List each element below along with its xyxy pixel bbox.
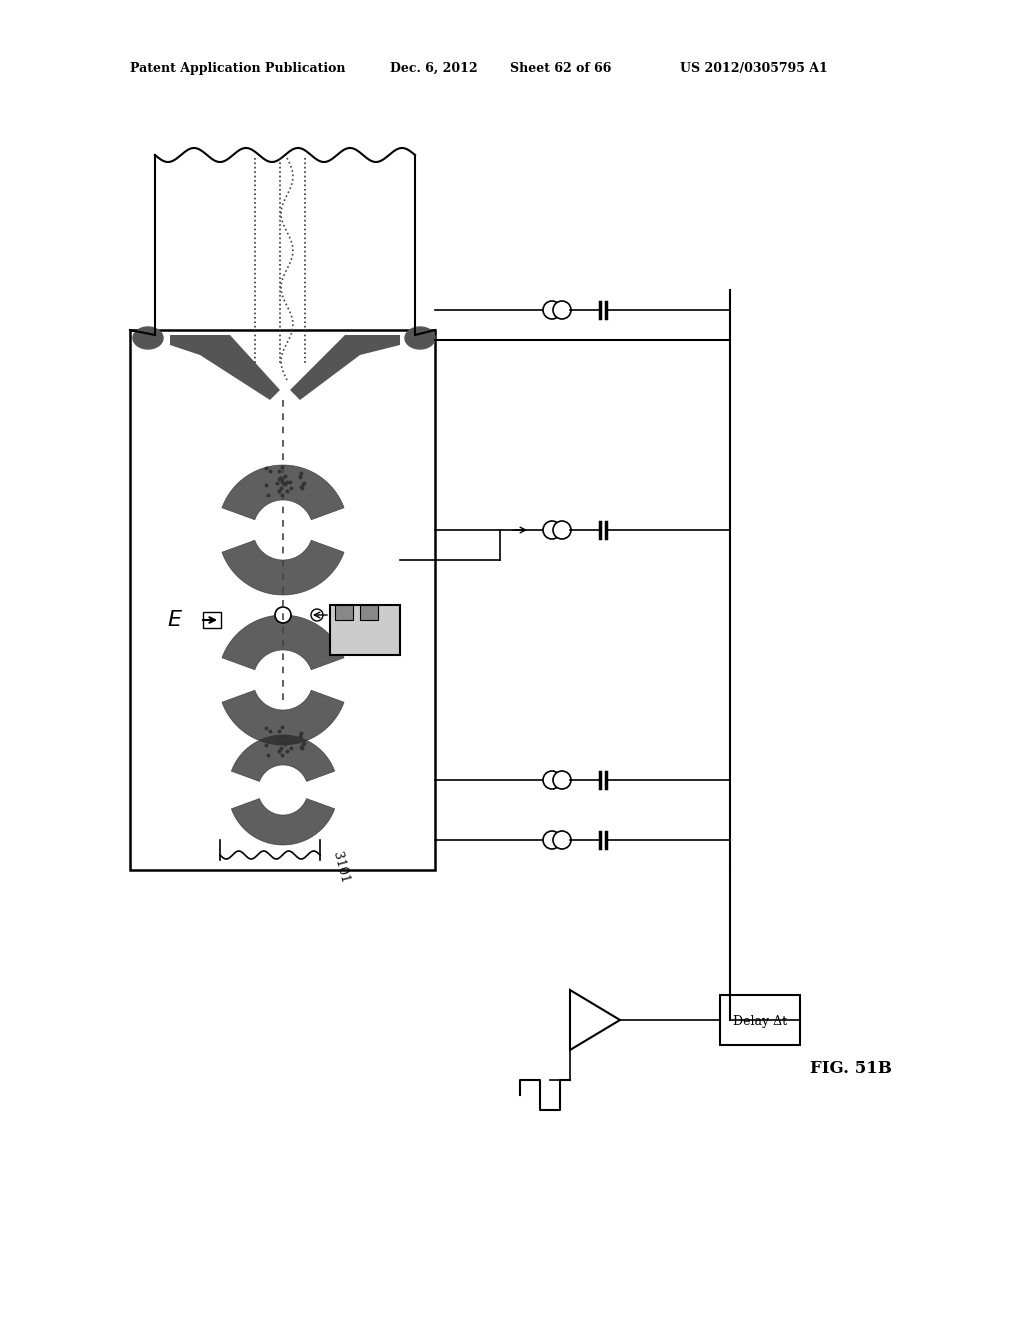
Circle shape xyxy=(275,607,291,623)
Text: Dec. 6, 2012: Dec. 6, 2012 xyxy=(390,62,477,75)
Circle shape xyxy=(543,301,561,319)
Circle shape xyxy=(553,771,571,789)
Polygon shape xyxy=(231,735,335,781)
Circle shape xyxy=(553,301,571,319)
FancyBboxPatch shape xyxy=(720,995,800,1045)
FancyBboxPatch shape xyxy=(130,330,435,870)
Circle shape xyxy=(311,609,323,620)
Polygon shape xyxy=(231,799,335,845)
Ellipse shape xyxy=(133,327,163,348)
Polygon shape xyxy=(290,335,400,400)
Circle shape xyxy=(553,521,571,539)
Polygon shape xyxy=(222,540,344,595)
Text: Delay Δt: Delay Δt xyxy=(733,1015,787,1028)
Polygon shape xyxy=(222,690,344,744)
Text: Patent Application Publication: Patent Application Publication xyxy=(130,62,345,75)
Text: US 2012/0305795 A1: US 2012/0305795 A1 xyxy=(680,62,827,75)
Circle shape xyxy=(543,521,561,539)
Polygon shape xyxy=(222,615,344,669)
FancyBboxPatch shape xyxy=(203,612,221,628)
Text: Sheet 62 of 66: Sheet 62 of 66 xyxy=(510,62,611,75)
Circle shape xyxy=(543,771,561,789)
Circle shape xyxy=(543,832,561,849)
Text: $\it{E}$: $\it{E}$ xyxy=(167,609,183,631)
Circle shape xyxy=(553,832,571,849)
FancyBboxPatch shape xyxy=(360,605,378,620)
Text: FIG. 51B: FIG. 51B xyxy=(810,1060,892,1077)
Polygon shape xyxy=(170,335,280,400)
Text: 3101: 3101 xyxy=(330,850,351,884)
Polygon shape xyxy=(222,465,344,520)
FancyBboxPatch shape xyxy=(330,605,400,655)
Polygon shape xyxy=(570,990,620,1049)
Ellipse shape xyxy=(406,327,435,348)
FancyBboxPatch shape xyxy=(335,605,353,620)
